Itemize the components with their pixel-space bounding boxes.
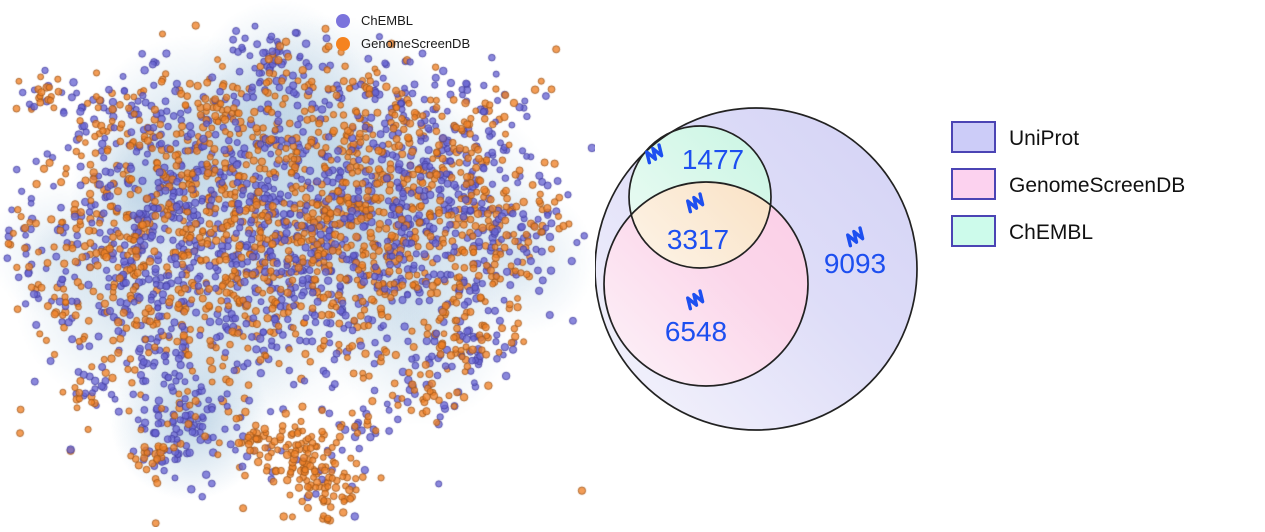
tsne-scatter-plot (0, 0, 595, 527)
chembl-dot-icon (336, 14, 350, 28)
scatter-panel: ChEMBL GenomeScreenDB (0, 0, 595, 527)
uniprot-swatch (951, 121, 996, 153)
venn-legend-label-uniprot: UniProt (1009, 127, 1079, 150)
venn-legend-label-genomescreendb: GenomeScreenDB (1009, 174, 1185, 197)
legend-item-genomescreendb: GenomeScreenDB (336, 36, 470, 52)
count-chembl-genomescreendb: 3317 (667, 224, 729, 255)
protein-squiggle-icon (645, 143, 664, 165)
region-genomescreendb-only: 6548 (665, 289, 727, 347)
legend-label-chembl: ChEMBL (361, 13, 414, 28)
venn-legend-item-chembl: ChEMBL (951, 215, 1093, 247)
venn-outlines (594, 107, 918, 431)
protein-squiggle-icon (846, 226, 865, 248)
genomescreendb-swatch (951, 168, 996, 200)
venn-diagram: 1477 3317 6548 9093 Un (594, 107, 1185, 431)
venn-legend-item-uniprot: UniProt (951, 121, 1079, 153)
legend-item-chembl: ChEMBL (336, 13, 470, 29)
count-genomescreendb-only: 6548 (665, 316, 727, 347)
venn-legend: UniProt GenomeScreenDB ChEMBL (951, 121, 1185, 247)
region-chembl-genomescreendb: 3317 (667, 192, 729, 255)
legend-label-genomescreendb: GenomeScreenDB (361, 36, 471, 51)
protein-squiggle-icon (686, 289, 705, 311)
venn-legend-item-genomescreendb: GenomeScreenDB (951, 168, 1185, 200)
protein-squiggle-icon (686, 192, 705, 214)
region-chembl-only: 1477 (645, 143, 744, 175)
count-chembl-only: 1477 (682, 144, 744, 175)
venn-panel: 1477 3317 6548 9093 Un (594, 0, 1265, 527)
genomescreendb-dot-icon (336, 37, 350, 51)
scatter-legend: ChEMBL GenomeScreenDB (336, 13, 470, 52)
chembl-swatch (951, 215, 996, 247)
count-uniprot-only: 9093 (824, 248, 886, 279)
venn-legend-label-chembl: ChEMBL (1009, 221, 1093, 244)
venn-region-labels: 1477 3317 6548 9093 (645, 143, 886, 347)
region-uniprot-only: 9093 (824, 226, 886, 279)
